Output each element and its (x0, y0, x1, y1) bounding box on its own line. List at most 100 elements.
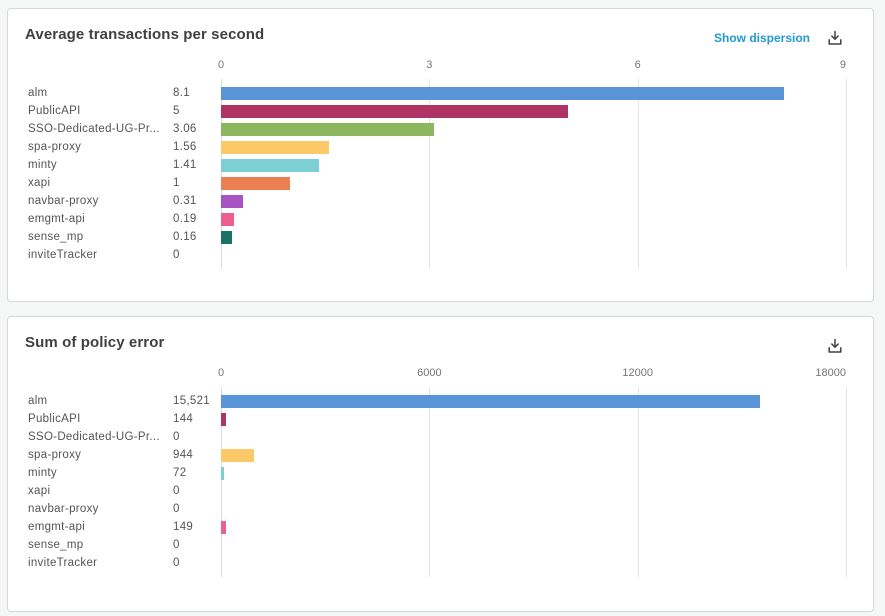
bar-cell (221, 428, 846, 446)
bar-row: xapi 1 (28, 174, 846, 192)
bar[interactable] (221, 412, 226, 426)
x-tick-label: 12000 (622, 367, 653, 379)
category-label: xapi (28, 485, 51, 497)
value-label: 8.1 (173, 87, 190, 99)
bar[interactable] (221, 448, 254, 462)
download-icon[interactable] (825, 336, 845, 356)
bar[interactable] (221, 194, 243, 208)
category-label: navbar-proxy (28, 503, 99, 515)
plot-area: alm 8.1 PublicAPI 5 SSO-Dedicated-UG-Pr... 3.… (28, 79, 847, 269)
value-label: 0.16 (173, 231, 197, 243)
bar-cell (221, 120, 846, 138)
bar-row: SSO-Dedicated-UG-Pr... 3.06 (28, 120, 846, 138)
category-label: inviteTracker (28, 249, 98, 261)
card-header: Average transactions per second Show dis… (8, 9, 873, 47)
x-tick-label: 9 (839, 59, 846, 71)
bar-row: spa-proxy 1.56 (28, 138, 846, 156)
value-label: 5 (173, 105, 180, 117)
bar-row: spa-proxy 944 (28, 446, 846, 464)
bar[interactable] (221, 104, 569, 118)
value-label: 3.06 (173, 123, 197, 135)
value-label: 15,521 (173, 395, 210, 407)
bar-cell (221, 410, 846, 428)
bar[interactable] (221, 230, 233, 244)
category-label: alm (28, 395, 48, 407)
bar-row: xapi 0 (28, 482, 846, 500)
value-label: 0 (173, 539, 180, 551)
bar-row: navbar-proxy 0.31 (28, 192, 846, 210)
bar[interactable] (221, 520, 227, 534)
bar[interactable] (221, 158, 319, 172)
bar-cell (221, 174, 846, 192)
bar-row: SSO-Dedicated-UG-Pr... 0 (28, 428, 846, 446)
category-label: SSO-Dedicated-UG-Pr... (28, 123, 160, 135)
x-axis: 0 3 6 9 (28, 59, 846, 75)
category-label: minty (28, 467, 57, 479)
bar-row: inviteTracker 0 (28, 554, 846, 572)
value-label: 72 (173, 467, 187, 479)
bar-cell (221, 536, 846, 554)
bar-cell (221, 464, 846, 482)
bar-cell (221, 246, 846, 264)
show-dispersion-link[interactable]: Show dispersion (713, 31, 810, 45)
bar-row: sense_mp 0.16 (28, 228, 846, 246)
value-label: 0 (173, 503, 180, 515)
bar-chart: 0 3 6 9 alm 8.1 PublicAPI 5 SSO-Dedicated-UG-Pr… (28, 59, 847, 269)
bar-cell (221, 210, 846, 228)
category-label: PublicAPI (28, 413, 81, 425)
bar-cell (221, 554, 846, 572)
chart-title: Average transactions per second (25, 26, 265, 43)
policy-error-card: Sum of policy error 0 6000 12000 18000 alm 1… (7, 316, 874, 612)
x-tick-label: 6000 (417, 367, 442, 379)
category-label: spa-proxy (28, 141, 82, 153)
bar[interactable] (221, 140, 330, 154)
x-tick-label: 18000 (815, 367, 846, 379)
bar-row: PublicAPI 144 (28, 410, 846, 428)
x-tick-label: 6 (634, 59, 641, 71)
x-tick-label: 3 (426, 59, 433, 71)
bar[interactable] (221, 212, 235, 226)
bar-row: inviteTracker 0 (28, 246, 846, 264)
category-label: SSO-Dedicated-UG-Pr... (28, 431, 160, 443)
bar[interactable] (221, 122, 434, 136)
bar-row: alm 8.1 (28, 84, 846, 102)
category-label: spa-proxy (28, 449, 82, 461)
bar[interactable] (221, 176, 291, 190)
bar-row: emgmt-api 0.19 (28, 210, 846, 228)
bar-row: minty 72 (28, 464, 846, 482)
bar-cell (221, 192, 846, 210)
bar-row: emgmt-api 149 (28, 518, 846, 536)
value-label: 0.19 (173, 213, 197, 225)
category-label: emgmt-api (28, 213, 86, 225)
category-label: navbar-proxy (28, 195, 99, 207)
category-label: inviteTracker (28, 557, 98, 569)
plot-area: alm 15,521 PublicAPI 144 SSO-Dedicated-UG-Pr… (28, 387, 847, 577)
category-label: minty (28, 159, 57, 171)
avg-transactions-card: Average transactions per second Show dis… (7, 8, 874, 302)
x-tick-label: 0 (217, 367, 225, 379)
category-label: sense_mp (28, 231, 84, 243)
value-label: 144 (173, 413, 194, 425)
value-label: 0 (173, 485, 180, 497)
value-label: 1.41 (173, 159, 197, 171)
bar[interactable] (221, 86, 784, 100)
bar-cell (221, 518, 846, 536)
gridline (846, 79, 847, 269)
bar-row: navbar-proxy 0 (28, 500, 846, 518)
gridline (846, 387, 847, 577)
value-label: 1.56 (173, 141, 197, 153)
bar-cell (221, 138, 846, 156)
category-label: sense_mp (28, 539, 84, 551)
category-label: emgmt-api (28, 521, 86, 533)
bar[interactable] (221, 466, 224, 480)
value-label: 149 (173, 521, 194, 533)
bar-row: sense_mp 0 (28, 536, 846, 554)
bar[interactable] (221, 394, 760, 408)
bar-cell (221, 482, 846, 500)
category-label: PublicAPI (28, 105, 81, 117)
category-label: alm (28, 87, 48, 99)
value-label: 1 (173, 177, 180, 189)
card-actions: Show dispersion (714, 28, 845, 48)
download-icon[interactable] (825, 28, 845, 48)
